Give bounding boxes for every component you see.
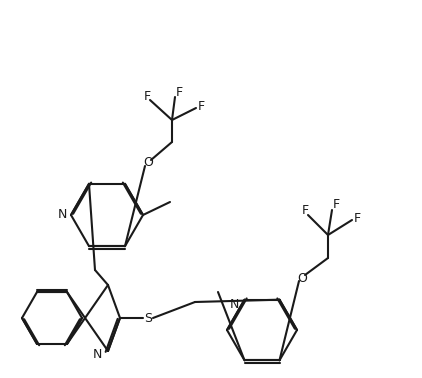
Text: F: F	[197, 99, 205, 113]
Text: F: F	[301, 204, 308, 217]
Text: N: N	[230, 298, 240, 311]
Text: O: O	[297, 271, 307, 285]
Text: S: S	[144, 311, 152, 324]
Text: O: O	[143, 156, 153, 169]
Text: N: N	[58, 209, 67, 222]
Text: F: F	[354, 212, 360, 225]
Text: F: F	[333, 198, 340, 212]
Text: F: F	[176, 85, 183, 99]
Text: F: F	[143, 90, 151, 104]
Text: N: N	[92, 349, 102, 361]
